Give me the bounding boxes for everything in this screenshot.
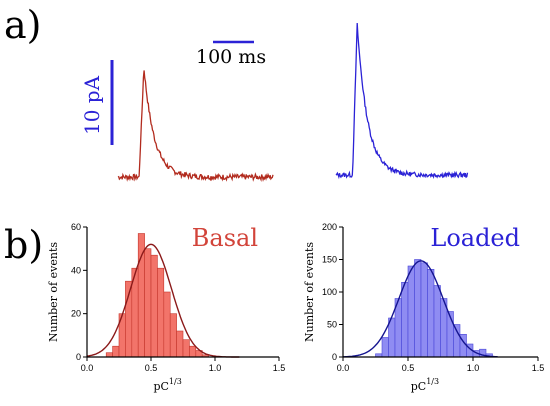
histogram-bar: [189, 345, 197, 358]
histogram-bar: [105, 352, 113, 358]
histogram-bar: [381, 337, 389, 358]
x-tick-label: 1.0: [467, 363, 480, 373]
y-tick-label: 50: [327, 320, 337, 330]
y-tick-label: 0: [332, 352, 337, 362]
basal-histogram-panel: 0.0 0.5 1.0 1.5 0 20 40 60 Number of events pC1/3…: [47, 222, 285, 393]
y-tick-label: 40: [71, 265, 81, 275]
histogram-bar: [157, 267, 165, 358]
histogram-bar: [144, 248, 152, 358]
x-axis-title: pC1/3: [153, 377, 181, 393]
histogram-bar: [112, 345, 120, 358]
loaded-histogram-panel: 0.0 0.5 1.0 1.5 0 50 100 150 200 Number of events…: [303, 222, 544, 393]
x-tick-label: 1.5: [532, 363, 545, 373]
y-tick-label: 60: [71, 222, 81, 232]
time-scale-label: 100 ms: [196, 46, 266, 68]
histogram-bar: [176, 330, 184, 358]
basal-current-trace: [117, 70, 274, 182]
y-tick-label: 0: [76, 352, 81, 362]
y-tick-label: 150: [322, 255, 337, 265]
histogram-title: Basal: [192, 224, 258, 252]
histogram-bar: [182, 339, 190, 358]
y-axis-title: Number of events: [47, 242, 60, 342]
panel-a-label: a): [4, 3, 41, 47]
histogram-bar: [169, 313, 177, 358]
panel-b-label: b): [4, 223, 43, 267]
histogram-title: Loaded: [430, 224, 520, 252]
y-tick-label: 20: [71, 309, 81, 319]
gaussian-fit-curve: [86, 243, 240, 358]
histogram-bar: [414, 259, 422, 358]
histogram-bar: [453, 324, 461, 358]
histogram-bar: [407, 265, 415, 358]
current-scale-label: 10 pA: [80, 75, 104, 135]
y-tick-label: 200: [322, 222, 337, 232]
loaded-current-trace: [335, 22, 469, 180]
x-tick-label: 0.0: [81, 363, 94, 373]
trace-line: [117, 70, 274, 182]
x-tick-label: 1.0: [209, 363, 222, 373]
histogram-bar: [427, 268, 435, 358]
x-tick-label: 1.5: [273, 363, 286, 373]
trace-line: [335, 22, 469, 180]
x-tick-label: 0.0: [337, 363, 350, 373]
gaussian-fit-curve: [343, 260, 498, 358]
histogram-bar: [163, 291, 171, 358]
y-axis-title: Number of events: [303, 242, 316, 342]
histogram-bar: [401, 281, 409, 358]
x-tick-label: 0.5: [402, 363, 415, 373]
histogram-bar: [420, 262, 428, 358]
histogram-bar: [433, 285, 441, 358]
histogram-bar: [150, 254, 158, 358]
x-axis-title: pC1/3: [411, 377, 439, 393]
y-tick-label: 100: [322, 287, 337, 297]
x-tick-label: 0.5: [145, 363, 158, 373]
